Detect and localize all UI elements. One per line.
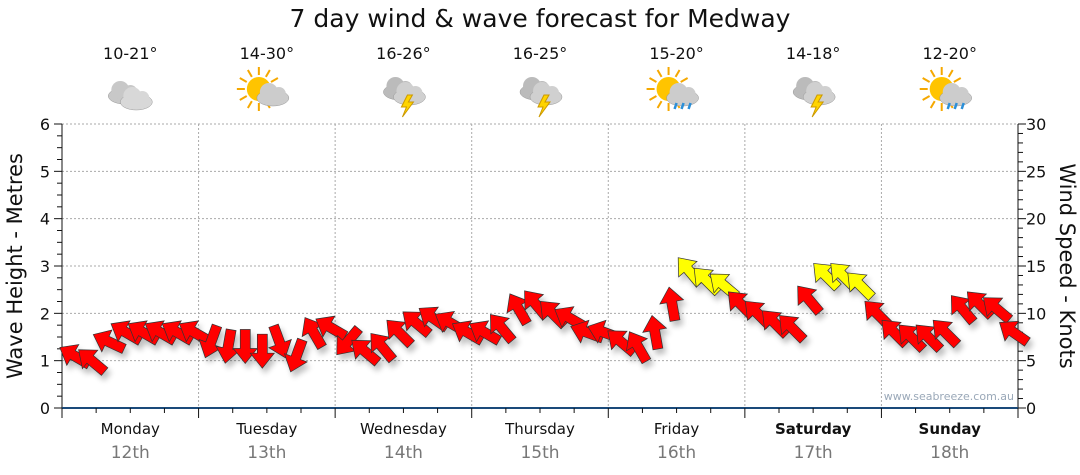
- sun-rain-icon: [919, 67, 972, 111]
- day-temperature: 15-20°: [649, 44, 704, 63]
- day-label: Wednesday: [360, 420, 447, 438]
- wind-arrow: [78, 349, 109, 376]
- y-axis-label: Wave Height - Metres: [3, 153, 27, 379]
- y2-tick-label: 0: [1026, 399, 1036, 418]
- wind-arrow: [659, 286, 685, 322]
- wind-arrow: [626, 331, 652, 365]
- day-temperature: 10-21°: [103, 44, 158, 63]
- storm-icon: [792, 77, 836, 118]
- wind-arrow: [797, 285, 824, 316]
- wind-arrows: [59, 257, 1031, 376]
- y-tick-label: 2: [40, 304, 50, 323]
- wind-arrow: [469, 320, 502, 346]
- day-label: Thursday: [505, 420, 575, 438]
- y-tick-label: 4: [40, 210, 50, 229]
- y-tick-label: 6: [40, 115, 50, 134]
- date-label: 14th: [383, 443, 423, 463]
- wind-arrow: [351, 339, 382, 367]
- wind-arrow: [315, 315, 349, 341]
- y2-tick-label: 15: [1026, 257, 1046, 276]
- wind-arrow: [847, 272, 876, 301]
- date-label: 12th: [110, 443, 150, 463]
- y-tick-label: 3: [40, 257, 50, 276]
- y-tick-label: 1: [40, 352, 50, 371]
- y2-tick-label: 25: [1026, 162, 1046, 181]
- wind-arrow: [642, 314, 668, 351]
- wind-arrow: [607, 330, 638, 357]
- day-temperature: 16-25°: [512, 44, 568, 63]
- sun-rain-icon: [646, 67, 699, 111]
- date-label: 15th: [520, 443, 560, 463]
- day-temperature: 16-26°: [376, 44, 431, 63]
- y2-axis-label: Wind Speed - Knots: [1055, 163, 1079, 368]
- wind-arrow: [283, 337, 308, 373]
- y-tick-label: 0: [40, 399, 50, 418]
- date-label: 16th: [657, 443, 697, 463]
- wind-arrow: [232, 329, 258, 365]
- day-label: Friday: [653, 420, 700, 438]
- chart-title: 7 day wind & wave forecast for Medway: [289, 4, 791, 33]
- day-label: Sunday: [918, 420, 981, 438]
- sun-cloud-icon: [236, 67, 290, 111]
- wind-arrow: [249, 333, 276, 369]
- day-temperature: 12-20°: [922, 44, 977, 63]
- day-label: Saturday: [774, 420, 852, 438]
- wind-arrow: [932, 319, 962, 349]
- storm-icon: [383, 77, 426, 118]
- day-label: Monday: [100, 420, 160, 438]
- wind-arrow: [999, 320, 1031, 347]
- y-tick-label: 5: [40, 162, 50, 181]
- cloudy-icon: [108, 81, 153, 111]
- y2-tick-label: 10: [1026, 304, 1046, 323]
- wind-arrow: [267, 323, 292, 359]
- wind-arrow: [982, 297, 1014, 324]
- date-label: 17th: [793, 443, 833, 463]
- y2-tick-label: 20: [1026, 210, 1046, 229]
- storm-icon: [519, 77, 563, 118]
- y2-tick-label: 30: [1026, 115, 1046, 134]
- day-label: Tuesday: [236, 420, 298, 438]
- wind-arrow: [779, 315, 808, 344]
- watermark: www.seabreeze.com.au: [884, 390, 1014, 403]
- day-temperature: 14-30°: [239, 44, 295, 63]
- wind-arrow: [92, 329, 127, 354]
- day-temperature: 14-18°: [785, 44, 841, 63]
- date-label: 18th: [930, 443, 970, 463]
- y2-tick-label: 5: [1026, 352, 1036, 371]
- wind-arrow: [490, 314, 517, 345]
- date-label: 13th: [247, 443, 287, 463]
